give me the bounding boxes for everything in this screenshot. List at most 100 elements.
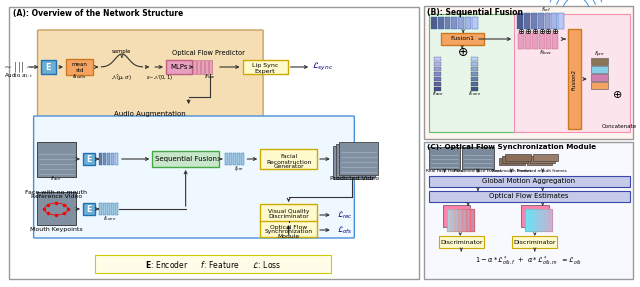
- Bar: [517, 13, 523, 29]
- Bar: [103, 203, 106, 215]
- Bar: [465, 17, 471, 29]
- Text: E: E: [86, 154, 91, 164]
- Bar: [514, 14, 630, 132]
- Bar: [539, 33, 545, 49]
- Text: mean: mean: [72, 63, 88, 67]
- Text: $f_{audio}$: $f_{audio}$: [72, 73, 87, 82]
- Bar: [429, 176, 630, 187]
- Bar: [260, 149, 317, 169]
- Text: $f_{flow}$: $f_{flow}$: [539, 49, 552, 57]
- Bar: [527, 158, 552, 165]
- Text: E: E: [86, 205, 91, 214]
- Bar: [66, 59, 93, 75]
- Bar: [591, 82, 609, 89]
- Bar: [209, 60, 212, 74]
- Text: Mouth Keypoints: Mouth Keypoints: [30, 228, 83, 232]
- Text: Module: Module: [278, 234, 300, 239]
- Bar: [445, 17, 451, 29]
- Text: Sequential Fusion: Sequential Fusion: [155, 156, 216, 162]
- Bar: [115, 153, 118, 165]
- Text: (C): Optical Flow Synchronization Module: (C): Optical Flow Synchronization Module: [427, 144, 596, 150]
- Bar: [506, 154, 531, 161]
- Text: Generator: Generator: [273, 164, 304, 170]
- Text: $\mathcal{L}_{sync}$: $\mathcal{L}_{sync}$: [312, 61, 333, 73]
- Bar: [545, 33, 552, 49]
- Bar: [447, 209, 474, 231]
- Text: $1-\alpha*\mathcal{L}^*_{ofs,f}$  $+$  $\alpha*\mathcal{L}^*_{ofs,m}$  $=\mathca: $1-\alpha*\mathcal{L}^*_{ofs,f}$ $+$ $\a…: [476, 255, 582, 267]
- Text: Expert: Expert: [255, 69, 275, 73]
- Bar: [333, 146, 372, 179]
- Bar: [339, 142, 378, 175]
- Text: Optical Flow Predictor: Optical Flow Predictor: [172, 50, 244, 56]
- Text: MLPs: MLPs: [170, 64, 188, 70]
- Bar: [530, 156, 556, 163]
- Text: (B): Sequential Fusion: (B): Sequential Fusion: [427, 8, 523, 17]
- FancyBboxPatch shape: [38, 30, 263, 120]
- Text: $\oplus$: $\oplus$: [551, 26, 559, 36]
- Bar: [525, 209, 552, 231]
- Text: $f_{face}$: $f_{face}$: [432, 90, 444, 98]
- Text: Predicted face frames: Predicted face frames: [454, 169, 502, 173]
- Bar: [533, 154, 558, 161]
- Text: Discriminator: Discriminator: [268, 214, 309, 220]
- Bar: [111, 153, 114, 165]
- Text: $f_{face}$: $f_{face}$: [50, 174, 62, 183]
- Bar: [193, 60, 196, 74]
- Text: $\mathcal{L}_{rec}$: $\mathcal{L}_{rec}$: [337, 209, 353, 221]
- Text: Concatenate: Concatenate: [602, 125, 637, 129]
- Bar: [36, 142, 76, 177]
- Text: Lip Sync: Lip Sync: [252, 63, 278, 67]
- Bar: [152, 151, 219, 167]
- Bar: [107, 203, 110, 215]
- Text: Discriminator: Discriminator: [440, 239, 483, 245]
- Bar: [233, 153, 236, 165]
- Bar: [451, 17, 458, 29]
- Bar: [521, 205, 548, 227]
- Bar: [471, 71, 478, 76]
- Bar: [434, 86, 441, 91]
- Bar: [471, 67, 478, 71]
- Bar: [260, 221, 317, 237]
- Text: $\oplus$: $\oplus$: [524, 26, 532, 36]
- Bar: [424, 142, 633, 279]
- Text: Real Face frames: Real Face frames: [426, 169, 463, 173]
- Bar: [83, 153, 95, 165]
- Text: $f_{ref}$: $f_{ref}$: [541, 5, 552, 14]
- Bar: [237, 153, 239, 165]
- Text: $\oplus$: $\oplus$: [545, 26, 553, 36]
- Bar: [441, 33, 484, 45]
- Text: Fusion1: Fusion1: [450, 36, 474, 42]
- Bar: [443, 205, 470, 227]
- Text: Audio $a_{1:t}$: Audio $a_{1:t}$: [4, 71, 34, 80]
- Text: $f_{none}$: $f_{none}$: [468, 90, 482, 98]
- Bar: [260, 204, 317, 222]
- Text: Visual Quality: Visual Quality: [268, 208, 309, 214]
- Text: $f_{none}$: $f_{none}$: [104, 215, 117, 224]
- Text: Predicted Video: Predicted Video: [330, 177, 379, 181]
- Bar: [225, 153, 228, 165]
- Text: $\oplus$: $\oplus$: [456, 46, 468, 59]
- Text: Real mouth frames: Real mouth frames: [492, 169, 531, 173]
- Bar: [525, 33, 531, 49]
- Text: sample: sample: [112, 49, 132, 55]
- Bar: [462, 147, 493, 169]
- Text: $\epsilon$~$\mathcal{N}(0,1)$: $\epsilon$~$\mathcal{N}(0,1)$: [145, 73, 173, 82]
- Bar: [438, 236, 484, 248]
- Bar: [552, 13, 557, 29]
- Bar: [99, 153, 102, 165]
- Bar: [429, 14, 515, 132]
- Bar: [524, 13, 530, 29]
- Text: $f_{pre}$: $f_{pre}$: [234, 165, 244, 175]
- Text: std: std: [76, 69, 84, 73]
- Bar: [512, 236, 557, 248]
- Bar: [471, 77, 478, 81]
- Bar: [103, 153, 106, 165]
- Text: $f_{ref}$: $f_{ref}$: [458, 9, 468, 18]
- Bar: [471, 82, 478, 86]
- Bar: [336, 144, 375, 177]
- Bar: [518, 33, 524, 49]
- Text: $\sim$|||$\sim$: $\sim$|||$\sim$: [3, 60, 35, 74]
- Text: Discriminator: Discriminator: [513, 239, 556, 245]
- Bar: [558, 13, 564, 29]
- Bar: [9, 7, 419, 279]
